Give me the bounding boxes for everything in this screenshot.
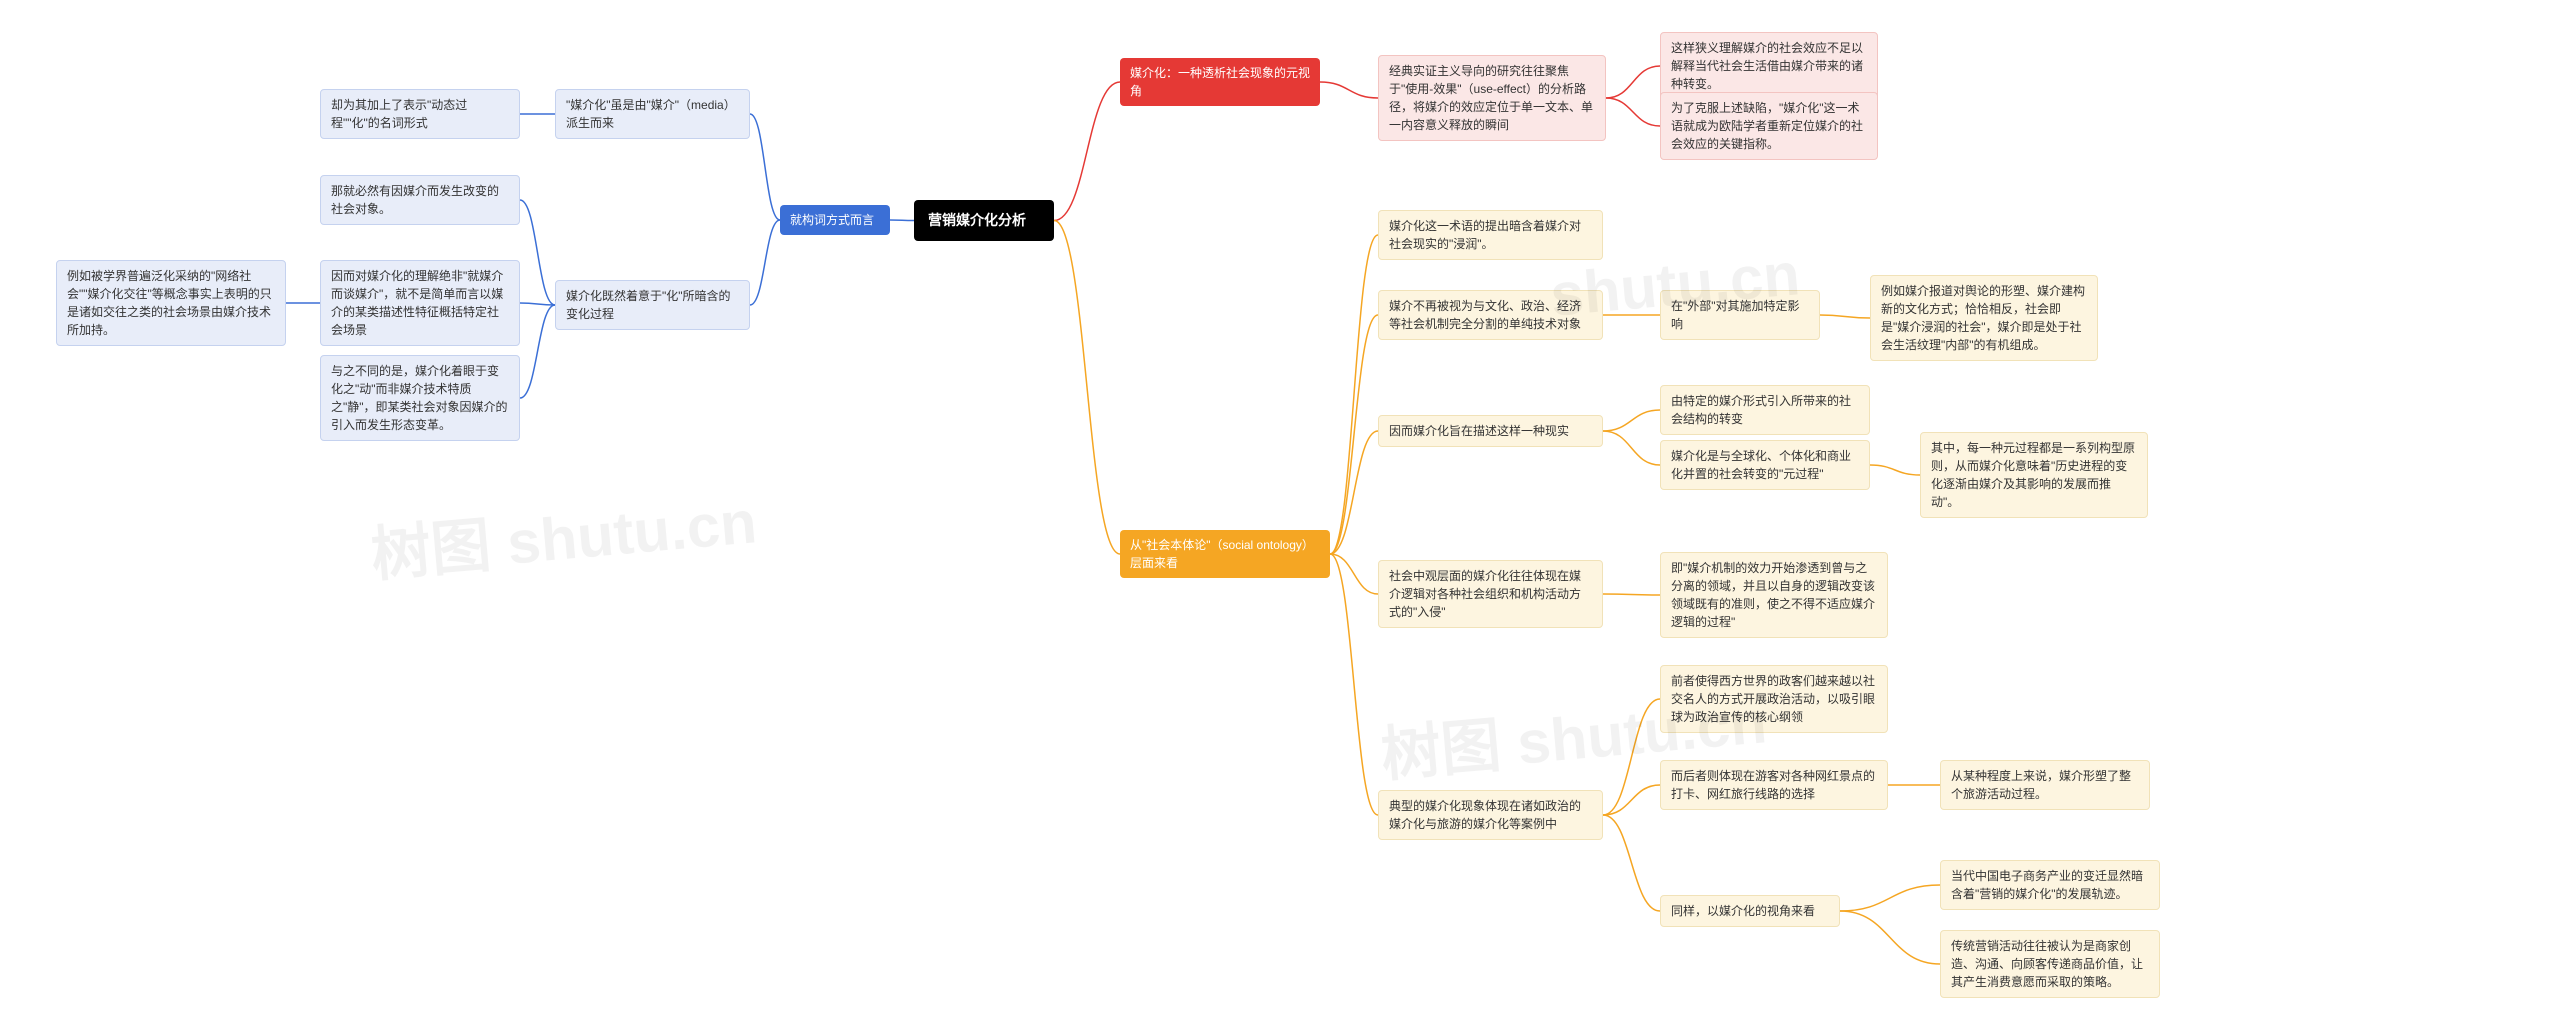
mindmap-node: 传统营销活动往往被认为是商家创造、沟通、向顾客传递商品价值，让其产生消费意愿而采…	[1940, 930, 2160, 998]
mindmap-node: 媒介化：一种透析社会现象的元视角	[1120, 58, 1320, 106]
mindmap-node: 其中，每一种元过程都是一系列构型原则，从而媒介化意味着"历史进程的变化逐渐由媒介…	[1920, 432, 2148, 518]
mindmap-node: 那就必然有因媒介而发生改变的社会对象。	[320, 175, 520, 225]
mindmap-node: 典型的媒介化现象体现在诸如政治的媒介化与旅游的媒介化等案例中	[1378, 790, 1603, 840]
mindmap-node: 同样，以媒介化的视角来看	[1660, 895, 1840, 927]
mindmap-node: 这样狭义理解媒介的社会效应不足以解释当代社会生活借由媒介带来的诸种转变。	[1660, 32, 1878, 100]
mindmap-node: 因而对媒介化的理解绝非"就媒介而谈媒介"，就不是简单而言以媒介的某类描述性特征概…	[320, 260, 520, 346]
mindmap-node: 经典实证主义导向的研究往往聚焦于"使用-效果"（use-effect）的分析路径…	[1378, 55, 1606, 141]
mindmap-node: 却为其加上了表示"动态过程""化"的名词形式	[320, 89, 520, 139]
mindmap-node: 社会中观层面的媒介化往往体现在媒介逻辑对各种社会组织和机构活动方式的"入侵"	[1378, 560, 1603, 628]
mindmap-node: 由特定的媒介形式引入所带来的社会结构的转变	[1660, 385, 1870, 435]
mindmap-node: 媒介不再被视为与文化、政治、经济等社会机制完全分割的单纯技术对象	[1378, 290, 1603, 340]
mindmap-node: "媒介化"虽是由"媒介"（media）派生而来	[555, 89, 750, 139]
mindmap-node: 就构词方式而言	[780, 205, 890, 235]
mindmap-node: 在"外部"对其施加特定影响	[1660, 290, 1820, 340]
mindmap-node: 媒介化既然着意于"化"所暗含的变化过程	[555, 280, 750, 330]
mindmap-node: 媒介化这一术语的提出暗含着媒介对社会现实的"浸润"。	[1378, 210, 1603, 260]
mindmap-node: 前者使得西方世界的政客们越来越以社交名人的方式开展政治活动，以吸引眼球为政治宣传…	[1660, 665, 1888, 733]
mindmap-node: 而后者则体现在游客对各种网红景点的打卡、网红旅行线路的选择	[1660, 760, 1888, 810]
mindmap-node: 即"媒介机制的效力开始渗透到曾与之分离的领域，并且以自身的逻辑改变该领域既有的准…	[1660, 552, 1888, 638]
mindmap-node: 因而媒介化旨在描述这样一种现实	[1378, 415, 1603, 447]
mindmap-node: 当代中国电子商务产业的变迁显然暗含着"营销的媒介化"的发展轨迹。	[1940, 860, 2160, 910]
mindmap-node: 为了克服上述缺陷，"媒介化"这一术语就成为欧陆学者重新定位媒介的社会效应的关键指…	[1660, 92, 1878, 160]
mindmap-node: 例如媒介报道对舆论的形塑、媒介建构新的文化方式；恰恰相反，社会即是"媒介浸润的社…	[1870, 275, 2098, 361]
mindmap-node: 与之不同的是，媒介化着眼于变化之"动"而非媒介技术特质之"静"，即某类社会对象因…	[320, 355, 520, 441]
mindmap-node: 从某种程度上来说，媒介形塑了整个旅游活动过程。	[1940, 760, 2150, 810]
mindmap-node: 媒介化是与全球化、个体化和商业化并置的社会转变的"元过程"	[1660, 440, 1870, 490]
mindmap-node: 从"社会本体论"（social ontology）层面来看	[1120, 530, 1330, 578]
mindmap-node: 例如被学界普遍泛化采纳的"网络社会""媒介化交往"等概念事实上表明的只是诸如交往…	[56, 260, 286, 346]
mindmap-node: 营销媒介化分析	[914, 200, 1054, 241]
watermark: 树图 shutu.cn	[367, 473, 760, 593]
